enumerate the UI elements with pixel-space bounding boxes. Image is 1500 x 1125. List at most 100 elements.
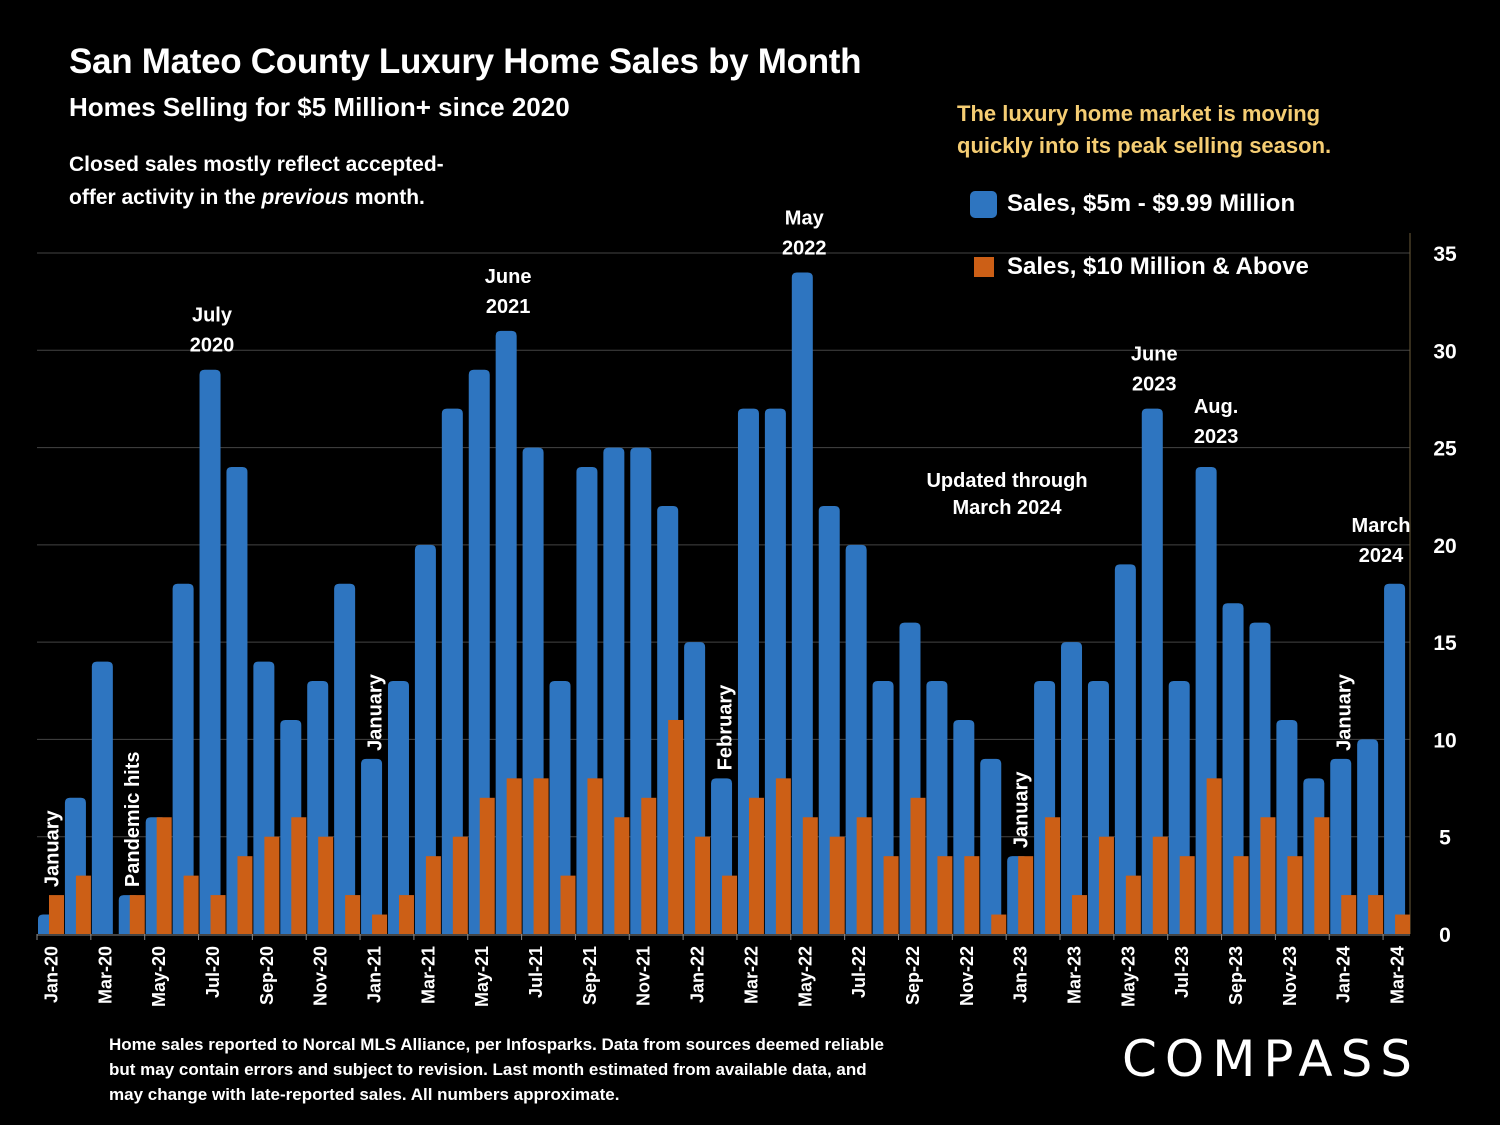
bar-10m	[991, 914, 1007, 934]
annotation-label: Aug. 2023	[1194, 396, 1239, 448]
bar-5m	[603, 447, 625, 934]
annotation-label: Pandemic hits	[122, 751, 144, 887]
annotations: January Pandemic hits July 2020 January June 2…	[41, 207, 1410, 887]
annotation-line: 2022	[782, 237, 827, 259]
bar-5m	[91, 661, 113, 934]
y-axis: 0 5 10 15 20 25 30 35	[37, 233, 1457, 947]
bar-10m	[802, 817, 818, 934]
annotation-label: January	[1011, 771, 1033, 849]
x-tick-label: Mar-21	[418, 946, 438, 1004]
bar-10m	[345, 895, 361, 934]
bar-10m	[318, 836, 334, 934]
bar-5m	[199, 369, 221, 934]
note-line-2: offer activity in the previous month.	[69, 181, 444, 214]
bar-10m	[237, 856, 253, 934]
bar-10m	[1152, 836, 1168, 934]
annotation-line: 2023	[1194, 426, 1239, 448]
annotation-line: 2024	[1359, 545, 1404, 567]
bar-10m	[1125, 875, 1141, 934]
annotation-line: 2021	[486, 296, 531, 318]
bar-10m	[695, 836, 711, 934]
market-callout: The luxury home market is moving quickly…	[957, 98, 1331, 162]
legend-swatch-blue	[970, 190, 997, 218]
x-tick-label: Jul-21	[526, 946, 546, 998]
x-tick-label: Mar-20	[95, 946, 115, 1004]
bar-10m	[722, 875, 738, 934]
y-tick-label: 5	[1439, 827, 1451, 850]
footnote-line-3: may change with late-reported sales. All…	[109, 1085, 620, 1104]
annotation-line: 2023	[1132, 374, 1177, 396]
bar-10m	[183, 875, 199, 934]
bar-10m	[1368, 895, 1384, 934]
bar-5m	[1357, 739, 1379, 934]
annotation-label: January	[1334, 673, 1356, 751]
x-tick-label: May-21	[472, 946, 492, 1007]
annotation-line: Aug.	[1194, 396, 1238, 418]
bar-10m	[533, 778, 549, 934]
x-tick-label: Jul-22	[849, 946, 869, 998]
bar-5m	[1061, 642, 1083, 934]
bar-10m	[1314, 817, 1330, 934]
x-tick-label: Nov-22	[957, 946, 977, 1006]
bar-10m	[748, 797, 764, 934]
bar-10m	[614, 817, 630, 934]
y-tick-label: 35	[1433, 243, 1457, 266]
bar-5m	[549, 681, 571, 934]
y-tick-label: 25	[1433, 438, 1457, 461]
bar-10m	[668, 719, 684, 934]
bar-10m	[964, 856, 980, 934]
bar-5m	[441, 408, 463, 935]
bar-10m	[1179, 856, 1195, 934]
bar-10m	[1045, 817, 1061, 934]
note-text: offer activity in the	[69, 186, 262, 209]
footnote-line-2: but may contain errors and subject to re…	[109, 1060, 867, 1079]
x-tick-label: Jan-24	[1334, 946, 1354, 1003]
bar-10m	[1098, 836, 1114, 934]
callout-line-1: The luxury home market is moving	[957, 101, 1321, 126]
annotation-label: Updated through March 2024	[926, 470, 1087, 519]
y-tick-label: 30	[1433, 340, 1456, 363]
annotation-line: 2020	[190, 335, 235, 357]
bar-5m	[980, 758, 1002, 934]
bar-10m	[264, 836, 280, 934]
note-line-1: Closed sales mostly reflect accepted-	[69, 153, 444, 176]
bar-10m	[49, 895, 64, 934]
x-tick-label: Nov-20	[311, 946, 331, 1006]
bar-5m	[226, 467, 248, 934]
x-tick-label: Nov-23	[1280, 946, 1300, 1006]
bar-10m	[506, 778, 522, 934]
y-tick-label: 10	[1433, 729, 1456, 752]
x-tick-label: Mar-22	[741, 946, 761, 1004]
legend-item-5m: Sales, $5m - $9.99 Million	[970, 190, 1295, 218]
bar-10m	[372, 914, 388, 934]
bar-10m	[883, 856, 899, 934]
annotation-label: February	[715, 684, 737, 770]
legend-swatch-orange	[974, 257, 994, 277]
bar-5m	[361, 758, 383, 934]
y-tick-label: 15	[1433, 632, 1457, 655]
annotation-line: March 2024	[953, 497, 1063, 519]
footnote-line-1: Home sales reported to Norcal MLS Allian…	[109, 1035, 885, 1054]
x-tick-label: Mar-23	[1064, 946, 1084, 1004]
bar-10m	[1018, 856, 1034, 934]
x-tick-label: Jan-20	[41, 946, 61, 1003]
x-tick-label: Jan-21	[365, 946, 385, 1003]
bar-10m	[129, 895, 145, 934]
bar-10m	[856, 817, 872, 934]
bar-10m	[1206, 778, 1222, 934]
chart-subtitle: Homes Selling for $5 Million+ since 2020	[69, 92, 570, 122]
x-tick-label: Jan-22	[688, 946, 708, 1003]
annotation-label: January	[365, 673, 387, 751]
bar-10m	[587, 778, 603, 934]
legend-item-10m: Sales, $10 Million & Above	[970, 253, 1309, 281]
bar-10m	[75, 875, 91, 934]
annotation-line: March	[1352, 515, 1411, 537]
bar-5m	[1141, 408, 1163, 935]
x-tick-label: May-20	[149, 946, 169, 1007]
bar-10m	[910, 797, 926, 934]
bar-10m	[156, 817, 172, 934]
annotation-label: June 2021	[485, 266, 532, 318]
x-tick-label: Sep-22	[903, 946, 923, 1005]
annotation-label: May 2022	[782, 207, 827, 259]
